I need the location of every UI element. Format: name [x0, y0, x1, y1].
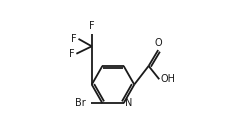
Text: N: N — [125, 98, 132, 108]
Text: Br: Br — [75, 98, 86, 108]
Text: F: F — [69, 49, 74, 59]
Text: F: F — [71, 34, 76, 44]
Text: OH: OH — [160, 74, 175, 84]
Text: F: F — [89, 21, 95, 31]
Text: O: O — [154, 39, 162, 48]
